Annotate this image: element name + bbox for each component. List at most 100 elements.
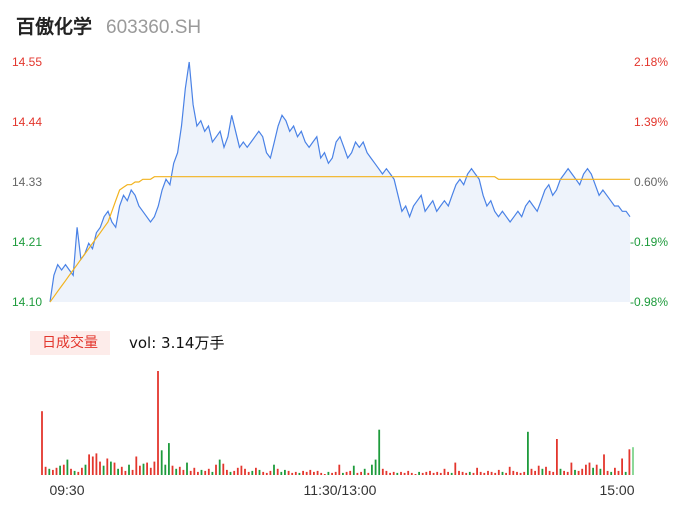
volume-bar <box>487 470 489 475</box>
volume-bar <box>479 471 482 475</box>
volume-bar <box>545 466 547 475</box>
volume-bar <box>490 471 493 475</box>
volume-bar <box>41 411 43 475</box>
volume-bar <box>102 465 105 475</box>
volume-bar <box>552 471 555 475</box>
volume-bar <box>182 469 185 475</box>
volume-bar <box>624 471 627 475</box>
y-axis-left-tick: 14.21 <box>12 235 42 249</box>
volume-bar <box>215 464 217 475</box>
x-axis-tick: 09:30 <box>49 482 84 498</box>
volume-bar <box>309 469 312 475</box>
volume-bar <box>436 471 439 475</box>
volume-bar <box>204 470 207 475</box>
stock-name: 百傲化学 <box>16 16 93 38</box>
volume-bar <box>450 472 453 475</box>
price-series-line <box>49 61 631 303</box>
volume-bar <box>585 464 587 475</box>
volume-bar <box>113 462 116 475</box>
volume-readout: vol: 3.14万手 <box>129 334 225 352</box>
volume-bar <box>66 459 69 475</box>
volume-bar <box>472 472 475 475</box>
volume-bar <box>381 468 384 475</box>
volume-bar <box>588 462 591 475</box>
volume-bar <box>595 464 598 475</box>
volume-bar <box>110 461 112 475</box>
volume-bar <box>323 474 326 475</box>
volume-bar <box>349 470 352 475</box>
volume-bar <box>483 472 486 475</box>
volume-bar <box>454 462 457 475</box>
volume-bar <box>342 472 344 475</box>
volume-bar <box>443 468 446 475</box>
volume-bar <box>84 464 87 475</box>
volume-bar <box>367 472 370 475</box>
volume-bar <box>320 472 323 475</box>
volume-bar <box>425 471 428 475</box>
volume-bar <box>494 472 497 475</box>
volume-bar <box>374 459 377 475</box>
volume-bar <box>48 468 51 475</box>
volume-bar <box>461 471 464 475</box>
volume-bar <box>414 474 417 475</box>
volume-bar <box>251 470 254 475</box>
volume-bar <box>566 471 569 475</box>
volume-bar <box>385 470 388 475</box>
volume-bar <box>226 469 228 475</box>
volume-bar <box>244 468 246 475</box>
volume-bar <box>139 465 141 475</box>
volume-bar <box>269 470 272 475</box>
volume-bar <box>574 469 576 475</box>
volume-bar <box>599 468 602 475</box>
volume-bar <box>287 470 290 475</box>
y-axis-right-tick: 2.18% <box>634 55 668 69</box>
volume-bar <box>255 467 257 475</box>
volume-bar <box>164 464 167 475</box>
y-axis-right-tick: -0.19% <box>630 235 668 249</box>
volume-bar <box>523 471 526 475</box>
volume-bar <box>345 471 348 475</box>
volume-bar <box>418 471 420 475</box>
volume-bar <box>168 443 170 475</box>
volume-bar <box>468 471 471 475</box>
volume-bar <box>617 470 620 475</box>
volume-bar <box>258 469 261 475</box>
volume-bar <box>280 471 283 475</box>
volume-bar <box>189 470 192 475</box>
y-axis-right-tick: -0.98% <box>630 295 668 309</box>
volume-bar <box>512 470 515 475</box>
volume-bar <box>149 467 152 475</box>
volume-bar <box>603 454 605 475</box>
volume-bar <box>396 472 399 475</box>
volume-bar <box>233 470 236 475</box>
volume-bar <box>160 450 163 475</box>
volume-bar <box>530 468 533 475</box>
volume-bar <box>70 468 72 475</box>
volume-bar <box>363 468 366 475</box>
daily-volume-badge[interactable]: 日成交量 <box>30 331 110 355</box>
volume-bar <box>458 470 460 475</box>
volume-bar <box>439 472 442 475</box>
volume-bar <box>632 447 634 475</box>
volume-bar <box>55 467 58 475</box>
volume-bar <box>447 471 449 475</box>
volume-bar <box>559 468 562 475</box>
volume-bar <box>106 458 109 475</box>
volume-bar <box>497 469 500 475</box>
volume-bar <box>276 468 279 475</box>
volume-bar <box>131 469 134 475</box>
volume-bar <box>186 462 188 475</box>
volume-bar <box>95 453 98 475</box>
volume-bar <box>407 470 410 475</box>
volume-bar <box>331 472 333 475</box>
volume-bar <box>73 470 76 475</box>
volume-bar <box>146 462 148 475</box>
volume-bar <box>236 467 239 475</box>
volume-bar <box>621 458 623 475</box>
volume-bar <box>316 470 319 475</box>
volume-bar <box>606 470 609 475</box>
volume-bar <box>153 461 156 475</box>
volume-bar <box>135 456 138 475</box>
price-area-fill <box>50 62 630 302</box>
y-axis-right-tick: 1.39% <box>634 115 668 129</box>
